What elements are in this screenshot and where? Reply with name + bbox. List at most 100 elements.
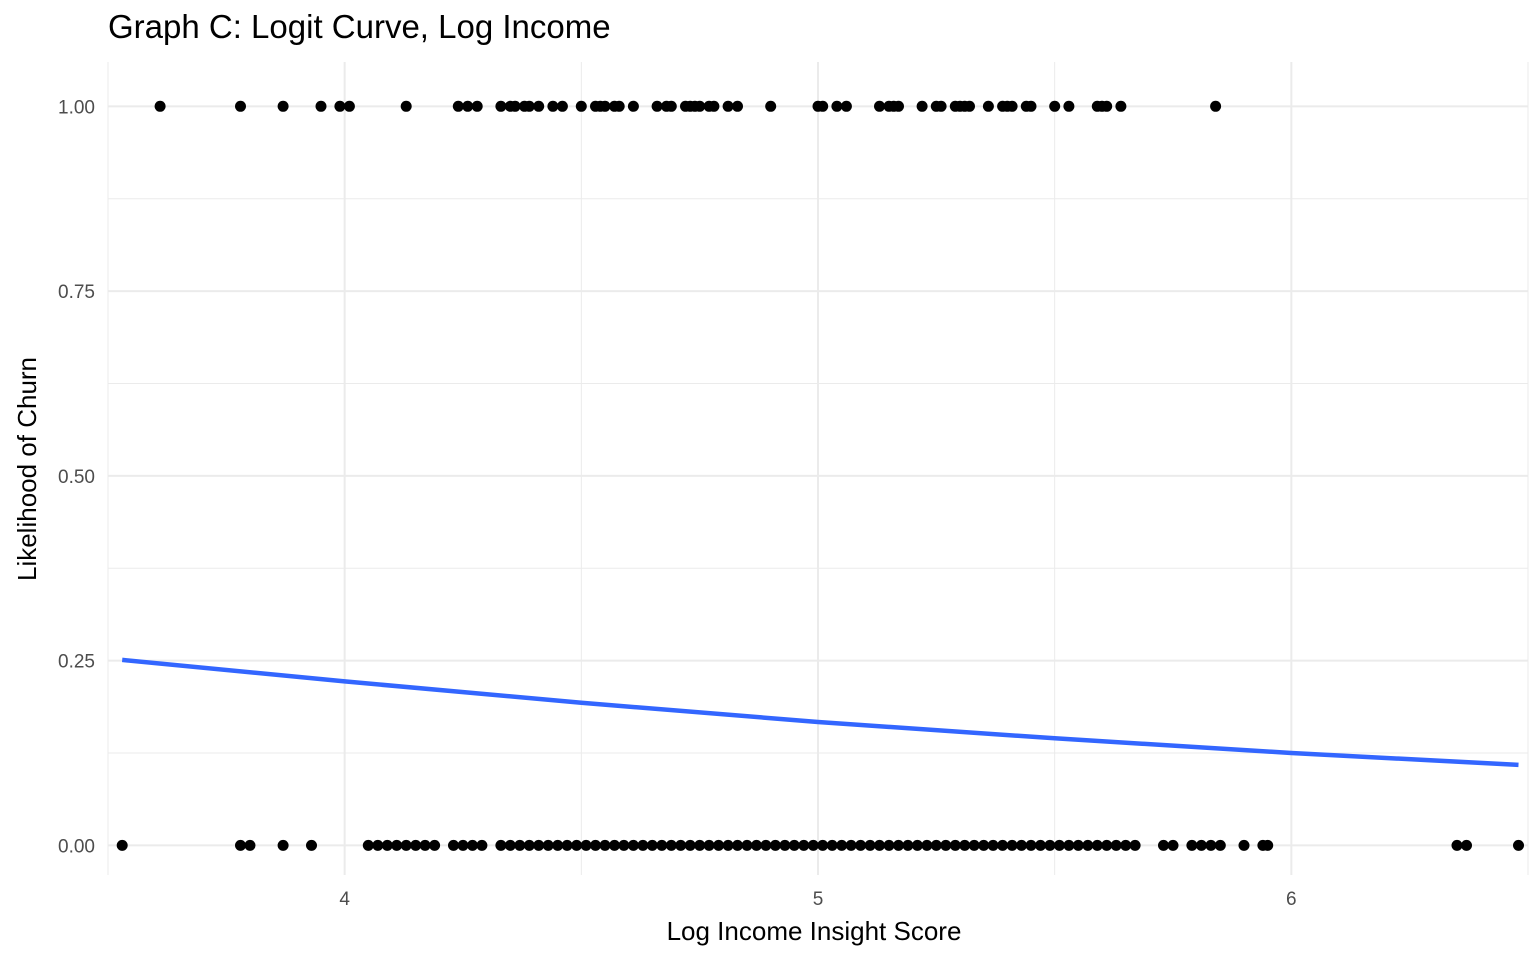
data-point: [334, 100, 346, 112]
data-point: [651, 100, 663, 112]
data-point: [751, 839, 762, 851]
data-point: [1049, 100, 1061, 112]
chart-title: Graph C: Logit Curve, Log Income: [108, 8, 611, 45]
data-point: [504, 839, 516, 851]
data-point: [429, 839, 441, 851]
data-point: [457, 839, 469, 851]
data-point: [982, 100, 994, 112]
data-point: [987, 839, 999, 851]
data-point: [343, 100, 355, 112]
data-point: [807, 839, 819, 851]
y-tick-label: 0.00: [58, 836, 95, 857]
data-point: [1461, 839, 1472, 851]
data-point: [1262, 839, 1274, 851]
x-tick-label: 5: [813, 889, 824, 910]
data-point: [618, 839, 630, 851]
data-point: [779, 839, 791, 851]
data-point: [1063, 839, 1075, 851]
data-point: [855, 839, 867, 851]
data-point: [997, 839, 1009, 851]
data-point: [788, 839, 800, 851]
data-point: [1082, 839, 1094, 851]
data-point: [476, 839, 488, 851]
data-point: [391, 839, 403, 851]
data-point: [760, 839, 772, 851]
y-tick-label: 1.00: [58, 97, 95, 118]
data-point: [400, 839, 412, 851]
data-point: [613, 100, 625, 112]
data-point: [547, 100, 559, 112]
data-point: [1214, 839, 1226, 851]
data-point: [845, 839, 857, 851]
data-point: [1195, 839, 1207, 851]
data-point: [533, 100, 545, 112]
data-point: [400, 100, 412, 112]
data-point: [542, 839, 554, 851]
data-point: [448, 839, 459, 851]
data-point: [798, 839, 810, 851]
data-point: [1158, 839, 1169, 851]
data-point: [817, 100, 829, 112]
data-point: [741, 839, 753, 851]
data-point: [921, 839, 933, 851]
data-point: [533, 839, 545, 851]
data-point: [665, 100, 677, 112]
data-point: [471, 100, 483, 112]
data-point: [1091, 839, 1103, 851]
data-point: [235, 100, 246, 112]
data-point: [1025, 100, 1037, 112]
data-point: [580, 839, 592, 851]
x-axis-tick-labels: 4 5 6: [339, 889, 1296, 910]
data-point: [523, 839, 535, 851]
data-point: [362, 839, 374, 851]
data-point: [708, 100, 720, 112]
y-tick-label: 0.25: [58, 652, 95, 673]
data-point: [646, 839, 658, 851]
data-point: [552, 839, 564, 851]
data-point: [495, 100, 507, 112]
y-axis-tick-labels: 0.00 0.25 0.50 0.75 1.00: [58, 97, 95, 857]
data-point: [381, 839, 393, 851]
data-point: [1072, 839, 1084, 851]
data-point: [893, 839, 904, 851]
data-point: [1006, 839, 1018, 851]
data-point: [1129, 839, 1141, 851]
data-point: [817, 839, 829, 851]
data-point: [836, 839, 848, 851]
data-point: [462, 100, 474, 112]
data-point: [599, 100, 611, 112]
data-point: [1044, 839, 1056, 851]
data-point: [609, 839, 620, 851]
data-point: [495, 839, 507, 851]
data-point: [575, 100, 587, 112]
data-points-layer: [116, 100, 1524, 851]
data-point: [419, 839, 431, 851]
data-point: [599, 839, 611, 851]
data-point: [911, 839, 923, 851]
data-point: [627, 100, 639, 112]
data-point: [902, 839, 914, 851]
data-point: [1025, 839, 1037, 851]
data-point: [1210, 100, 1222, 112]
data-point: [968, 839, 980, 851]
data-point: [235, 839, 246, 851]
data-point: [561, 839, 573, 851]
data-point: [556, 100, 568, 112]
data-point: [523, 100, 535, 112]
data-point: [916, 100, 928, 112]
data-point: [1101, 839, 1113, 851]
data-point: [665, 839, 677, 851]
data-point: [978, 839, 990, 851]
data-point: [769, 839, 781, 851]
y-tick-label: 0.75: [58, 282, 95, 303]
data-point: [694, 839, 706, 851]
data-point: [1186, 839, 1198, 851]
data-point: [1167, 839, 1179, 851]
data-point: [571, 839, 583, 851]
data-point: [590, 839, 601, 851]
data-point: [732, 100, 743, 112]
data-point: [831, 100, 843, 112]
data-point: [277, 100, 289, 112]
data-point: [949, 839, 961, 851]
